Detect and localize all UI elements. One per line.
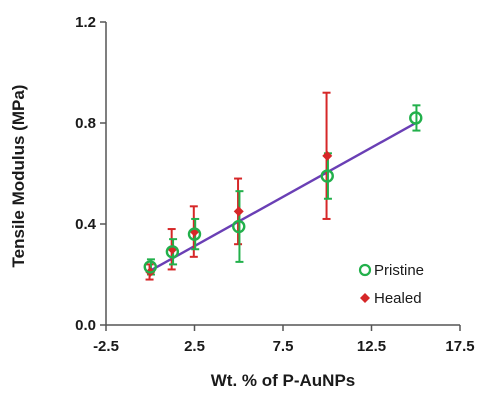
- x-tick-label: 7.5: [273, 338, 294, 355]
- x-tick-label: 2.5: [184, 338, 205, 355]
- x-tick-label: -2.5: [93, 338, 119, 355]
- fit-line: [149, 121, 417, 272]
- legend-label-pristine: Pristine: [374, 262, 424, 279]
- pristine-point: [232, 219, 246, 234]
- legend-marker-pristine: [358, 263, 372, 277]
- pristine-point: [320, 169, 334, 183]
- plot-area: [105, 22, 460, 326]
- pristine-point: [187, 227, 202, 241]
- x-tick-label: 12.5: [357, 338, 386, 355]
- y-axis-ticks: 0.0 0.4 0.8 1.2: [75, 14, 106, 334]
- pristine-point: [143, 260, 157, 274]
- y-axis-title: Tensile Modulus (MPa): [9, 85, 28, 268]
- pristine-point: [165, 245, 180, 259]
- legend-label-healed: Healed: [374, 290, 422, 307]
- data-markers: [143, 111, 423, 277]
- y-tick-label: 1.2: [75, 14, 96, 31]
- legend-marker-healed: [360, 293, 370, 303]
- y-tick-label: 0.8: [75, 115, 96, 132]
- x-axis-title: Wt. % of P-AuNPs: [211, 371, 356, 390]
- y-tick-label: 0.4: [75, 216, 97, 233]
- x-tick-label: 17.5: [445, 338, 474, 355]
- healed-point: [233, 206, 244, 217]
- fit-line-group: [149, 121, 417, 272]
- pristine-point: [409, 111, 423, 125]
- x-axis-ticks: -2.5 2.5 7.5 12.5 17.5: [93, 325, 475, 355]
- y-tick-label: 0.0: [75, 317, 96, 334]
- healed-point: [322, 150, 333, 161]
- legend: Pristine Healed: [358, 262, 424, 307]
